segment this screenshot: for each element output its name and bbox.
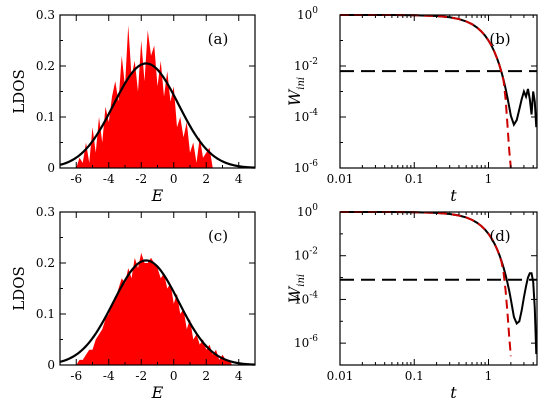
y-axis-label-subscript: ini [296,274,307,287]
y-tick-label: 10-6 [294,334,318,350]
x-tick-label: -2 [135,172,147,186]
y-axis-label: Wini [285,77,307,106]
panel-a: -6 -4 -2 0 2 4 0 0.1 0.2 0.3 E LDOS (a) [10,8,256,205]
y-tick-label: 0 [47,161,55,175]
y-tick-label: 0.3 [36,8,55,22]
x-axis-label: t [450,383,457,402]
x-tick-label: 0 [170,172,178,186]
panel-label: (d) [489,227,510,245]
y-tick-label: 0.2 [36,256,55,270]
y-tick-label: 0 [47,358,55,372]
x-tick-label: 1 [485,172,493,186]
panel-b: 0.01 0.1 1 10-6 10-4 10-2 100 t Wini (b) [285,6,538,205]
y-tick-label: 0.1 [36,110,55,124]
y-tick-exponent: -2 [309,57,318,67]
y-tick-exponent: -2 [309,247,318,257]
x-tick-label: 2 [202,369,210,383]
y-tick-exponent: -6 [309,159,318,169]
approx-dashed-series [340,14,512,169]
y-axis-label: LDOS [10,266,28,311]
x-tick-label: 0.01 [327,172,354,186]
x-axis-label: E [151,186,164,205]
y-axis-label: Wini [285,274,307,303]
x-tick-label: 0.1 [405,369,424,383]
x-tick-label: 4 [235,369,243,383]
x-axis-label: E [151,383,164,402]
ldos-histogram-area [76,252,233,365]
y-tick-label: 10-6 [294,159,318,175]
x-tick-label: -2 [135,369,147,383]
x-tick-label: -4 [103,369,115,383]
y-tick-label: 0.2 [36,59,55,73]
approx-dashed-series [340,211,512,357]
y-tick-label: 10-2 [294,57,318,73]
panel-label: (c) [208,227,228,245]
y-tick-label: 0.1 [36,307,55,321]
x-tick-label: 0.1 [405,172,424,186]
axes-frame [339,211,538,366]
y-tick-exponent: -4 [309,108,318,118]
y-tick-exponent: 0 [312,203,318,213]
panel-c: -6 -4 -2 0 2 4 0 0.1 0.2 0.3 E LDOS (c) [10,205,256,402]
x-tick-label: 0.01 [327,369,354,383]
y-tick-exponent: -4 [309,290,318,300]
y-tick-label: 100 [297,6,318,22]
y-tick-label: 10-2 [294,247,318,263]
x-tick-label: -6 [70,172,82,186]
x-axis-label: t [450,186,457,205]
gaussian-fit-line [59,62,256,169]
y-axis-label-subscript: ini [296,77,307,90]
gaussian-fit-line [59,259,256,366]
panel-label: (b) [489,30,510,48]
y-tick-label: 100 [297,203,318,219]
y-tick-exponent: -6 [309,334,318,344]
survival-probability-series [340,14,538,128]
y-tick-label: 10-4 [294,108,318,124]
x-tick-label: 1 [485,369,493,383]
ldos-histogram-area [76,25,213,169]
x-tick-label: 0 [170,369,178,383]
x-tick-label: 4 [235,172,243,186]
panel-label: (a) [208,30,229,48]
x-tick-label: 2 [202,172,210,186]
y-tick-label: 0.3 [36,205,55,219]
x-tick-label: -6 [70,369,82,383]
x-tick-label: -4 [103,172,115,186]
y-tick-exponent: 0 [312,6,318,16]
y-axis-label: LDOS [10,69,28,114]
